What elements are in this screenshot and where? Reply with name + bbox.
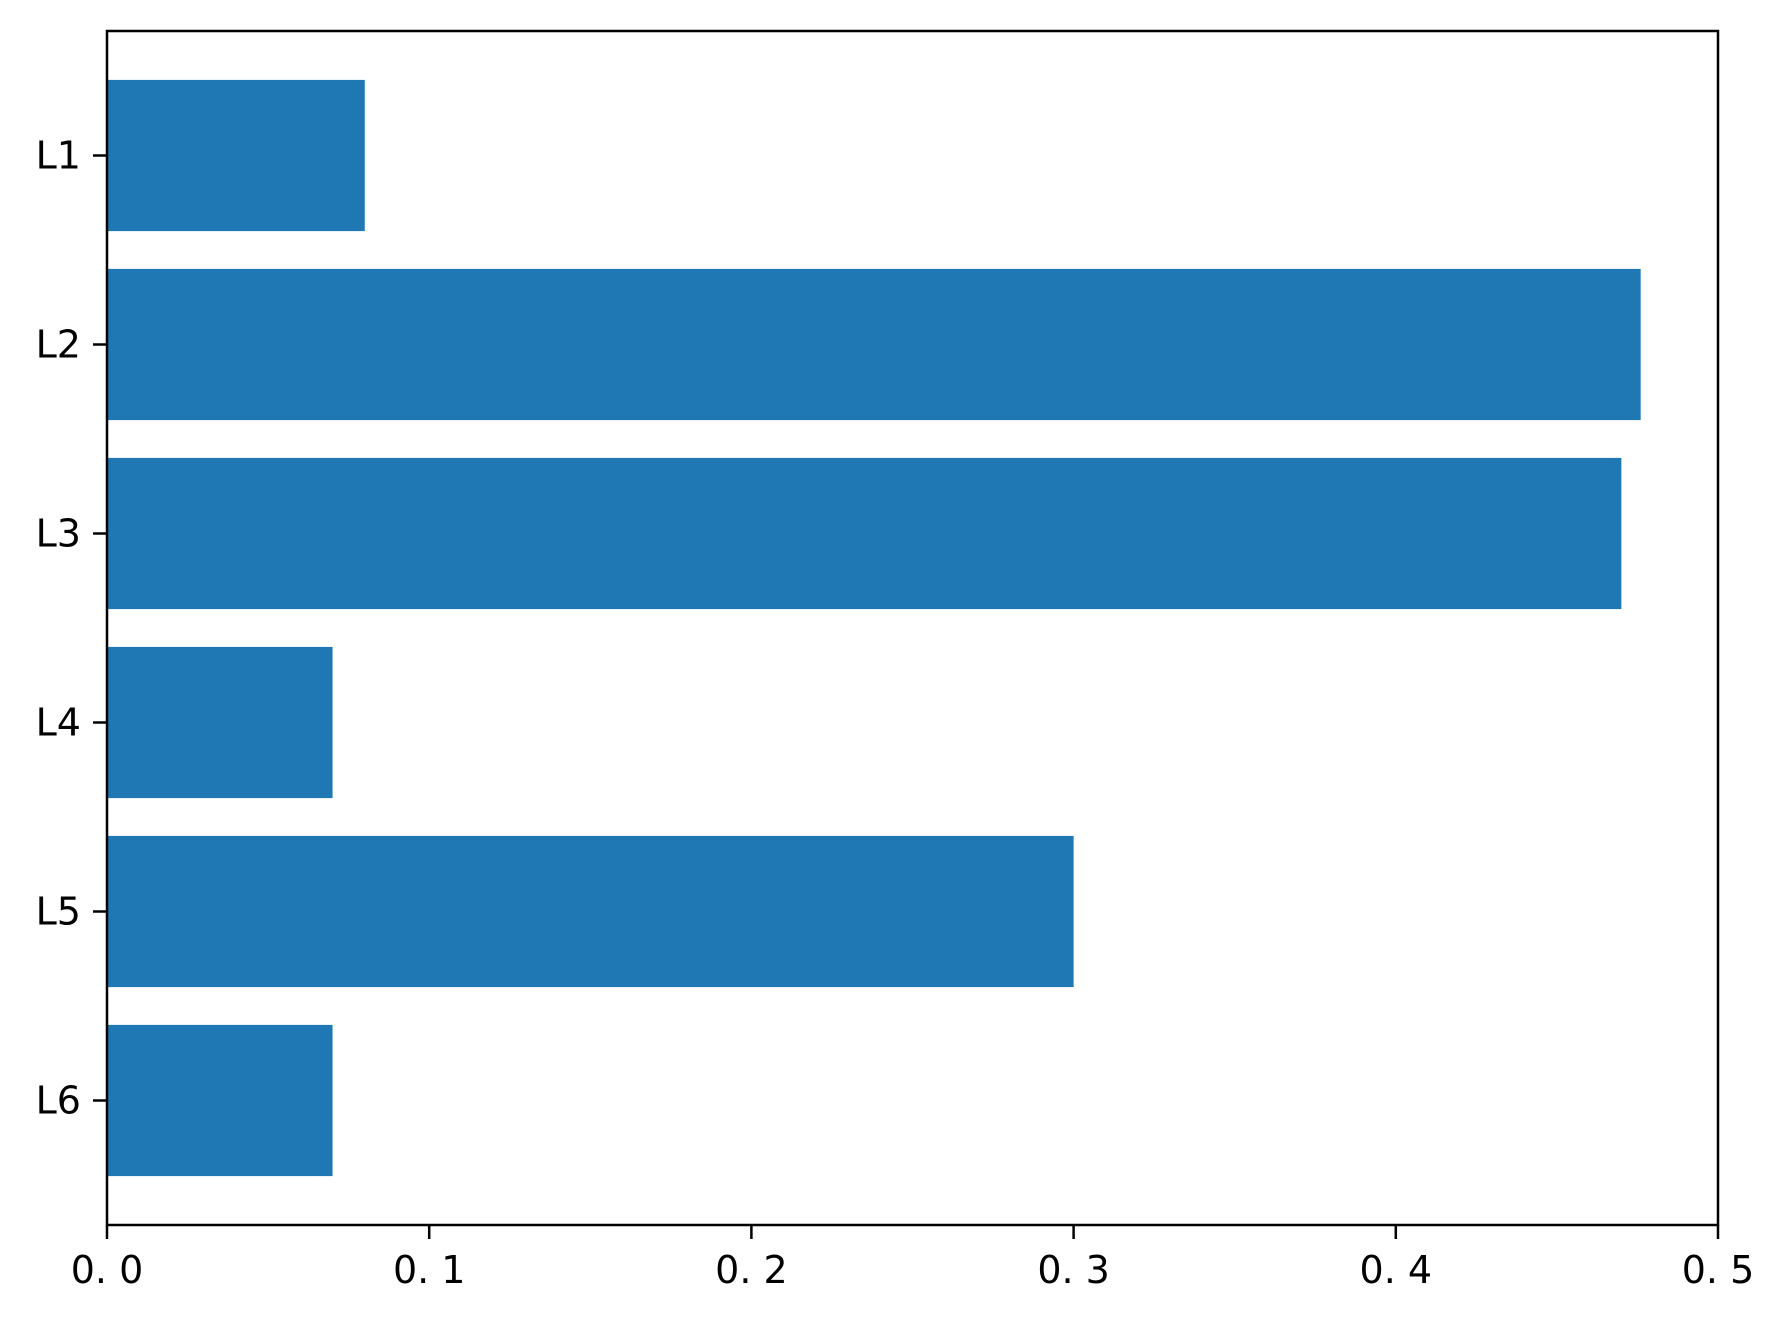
bar-l6 — [107, 1024, 333, 1177]
bar-l3 — [107, 457, 1622, 610]
y-tick-label: L1 — [36, 134, 81, 178]
y-tick-label: L5 — [36, 890, 81, 934]
y-tick-label: L2 — [36, 323, 81, 367]
x-tick-label: 0. 4 — [1360, 1248, 1433, 1292]
x-ticks: 0. 0 0. 1 0. 2 0. 3 0. 4 0. 5 — [71, 1225, 1755, 1292]
axes-layer — [105, 29, 1720, 1227]
bar-l2 — [107, 268, 1641, 421]
x-tick-label: 0. 2 — [715, 1248, 788, 1292]
y-tick-label: L6 — [36, 1079, 81, 1123]
bar-l1 — [107, 79, 365, 232]
axes-frame — [105, 29, 1720, 1227]
y-ticks: L1 L2 L3 L4 L5 L6 — [36, 134, 107, 1123]
x-tick-label: 0. 3 — [1037, 1248, 1110, 1292]
bar-l5 — [107, 835, 1074, 988]
bar-l4 — [107, 646, 333, 799]
x-tick-label: 0. 5 — [1682, 1248, 1755, 1292]
y-tick-label: L3 — [36, 512, 81, 556]
x-tick-label: 0. 1 — [393, 1248, 466, 1292]
bars-layer — [107, 79, 1641, 1177]
y-tick-label: L4 — [36, 701, 81, 745]
x-tick-label: 0. 0 — [71, 1248, 144, 1292]
